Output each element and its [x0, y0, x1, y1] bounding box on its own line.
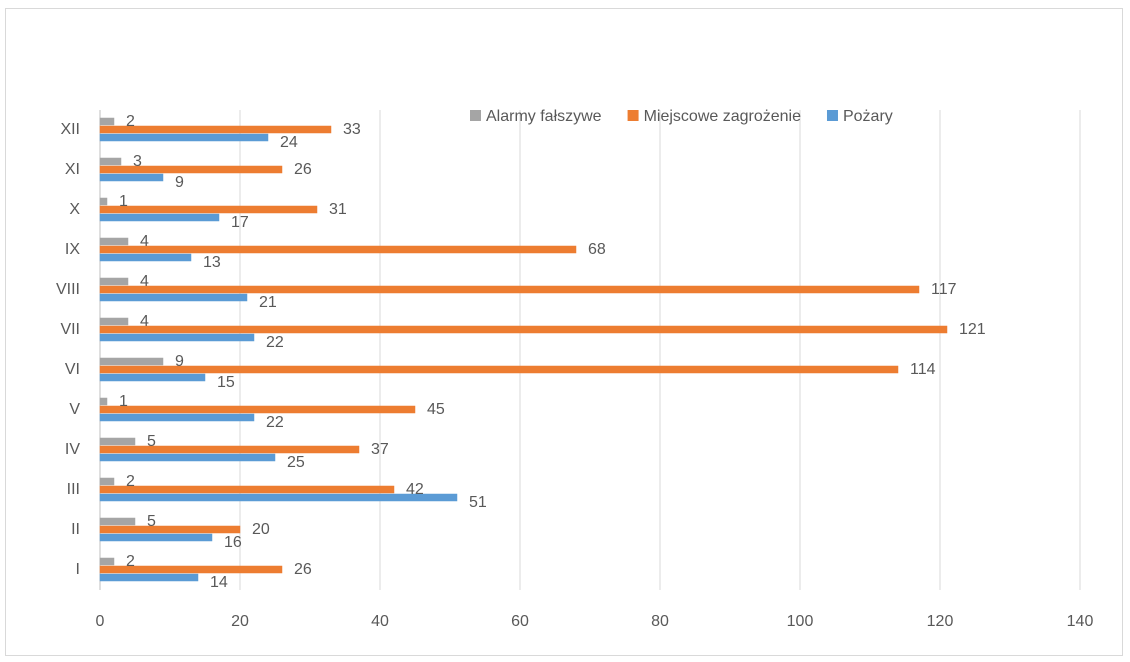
y-tick-label: IV: [65, 441, 80, 458]
bar: [99, 525, 241, 534]
bar: [99, 397, 108, 406]
bar: [99, 493, 458, 502]
bar: [99, 245, 577, 254]
bar: [99, 453, 276, 462]
bar: [99, 325, 948, 334]
data-label: 37: [371, 441, 389, 458]
bar: [99, 445, 360, 454]
data-label: 1: [119, 193, 128, 210]
data-label: 15: [217, 374, 235, 391]
bar: [99, 405, 416, 414]
bar: [99, 533, 213, 542]
data-label: 2: [126, 113, 135, 130]
data-label: 4: [140, 233, 149, 250]
bar: [99, 333, 255, 342]
data-label: 9: [175, 174, 184, 191]
y-tick-label: VI: [65, 361, 80, 378]
data-label: 16: [224, 534, 242, 551]
data-label: 68: [588, 241, 606, 258]
y-tick-label: X: [69, 201, 80, 218]
data-label: 22: [266, 414, 284, 431]
data-label: 25: [287, 454, 305, 471]
y-tick-label: VII: [60, 321, 80, 338]
y-tick-label: IX: [65, 241, 80, 258]
legend-swatch: [627, 110, 639, 121]
x-tick-label: 40: [371, 613, 389, 630]
data-label: 117: [931, 281, 957, 298]
bar: [99, 277, 129, 286]
data-label: 45: [427, 401, 445, 418]
bar: [99, 133, 269, 142]
data-label: 26: [294, 161, 312, 178]
x-tick-label: 100: [787, 613, 814, 630]
data-label: 26: [294, 561, 312, 578]
bar: [99, 365, 899, 374]
data-label: 31: [329, 201, 347, 218]
bar: [99, 565, 283, 574]
data-label: 5: [147, 513, 156, 530]
data-label: 9: [175, 353, 184, 370]
data-label: 17: [231, 214, 249, 231]
y-tick-label: XI: [65, 161, 80, 178]
data-label: 42: [406, 481, 424, 498]
bar: [99, 205, 318, 214]
bar: [99, 173, 164, 182]
data-label: 4: [140, 313, 149, 330]
y-tick-label: I: [76, 561, 80, 578]
y-tick-label: XII: [60, 121, 80, 138]
bar: [99, 437, 136, 446]
bar: [99, 373, 206, 382]
bar: [99, 357, 164, 366]
legend-label: Pożary: [843, 108, 893, 125]
x-tick-label: 80: [651, 613, 669, 630]
bar: [99, 477, 115, 486]
x-tick-label: 20: [231, 613, 249, 630]
data-label: 121: [959, 321, 986, 338]
bar: [99, 213, 220, 222]
bar: [99, 253, 192, 262]
data-label: 21: [259, 294, 277, 311]
x-tick-label: 120: [927, 613, 954, 630]
y-tick-label: V: [69, 401, 80, 418]
bar: [99, 485, 395, 494]
data-label: 20: [252, 521, 270, 538]
data-label: 5: [147, 433, 156, 450]
data-label: 4: [140, 273, 149, 290]
data-label: 1: [119, 393, 128, 410]
bar: [99, 125, 332, 134]
bar: [99, 117, 115, 126]
data-label: 22: [266, 334, 284, 351]
x-tick-label: 60: [511, 613, 529, 630]
bar: [99, 285, 920, 294]
bar: [99, 413, 255, 422]
data-label: 51: [469, 494, 487, 511]
x-tick-label: 0: [96, 613, 105, 630]
data-label: 2: [126, 473, 135, 490]
data-label: 14: [210, 574, 228, 591]
bar: [99, 197, 108, 206]
data-label: 2: [126, 553, 135, 570]
bar: [99, 237, 129, 246]
bar: [99, 557, 115, 566]
bar: [99, 165, 283, 174]
data-label: 33: [343, 121, 361, 138]
bar: [99, 293, 248, 302]
legend-label: Alarmy fałszywe: [486, 108, 602, 125]
bar: [99, 317, 129, 326]
data-label: 24: [280, 134, 298, 151]
bar: [99, 573, 199, 582]
legend-label: Miejscowe zagrożenie: [644, 108, 802, 125]
y-tick-label: III: [67, 481, 80, 498]
legend-swatch: [826, 110, 838, 121]
bar: [99, 157, 122, 166]
y-tick-label: II: [71, 521, 80, 538]
data-label: 114: [910, 361, 936, 378]
data-label: 3: [133, 153, 142, 170]
y-tick-label: VIII: [56, 281, 80, 298]
data-label: 13: [203, 254, 221, 271]
bar: [99, 517, 136, 526]
x-tick-label: 140: [1067, 613, 1094, 630]
legend-swatch: [470, 110, 481, 121]
